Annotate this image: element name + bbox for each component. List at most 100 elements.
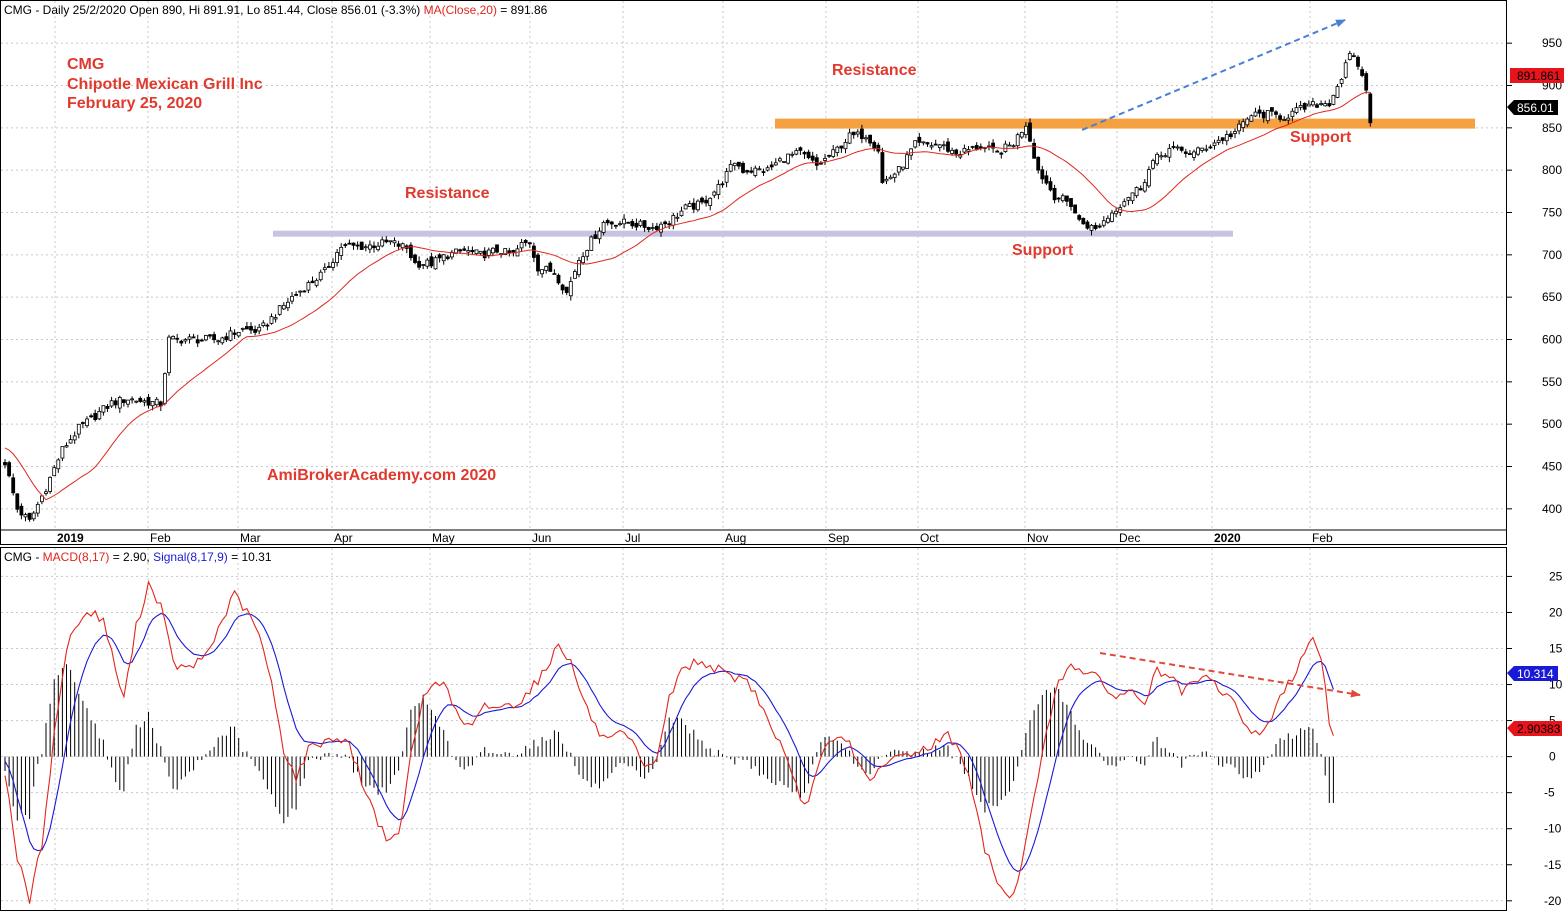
candle [1282, 116, 1287, 121]
candle-body [1073, 204, 1077, 214]
candle [622, 214, 626, 229]
ma-value: = 891.86 [500, 3, 547, 17]
candle-body [335, 252, 340, 263]
candle [1106, 215, 1110, 224]
signal-badge-text: 10.314 [1517, 667, 1554, 681]
candle [827, 154, 831, 158]
candle [44, 488, 48, 496]
candle [31, 511, 36, 522]
candle-body [109, 400, 114, 407]
candle [1101, 216, 1106, 228]
candle [901, 166, 905, 172]
candle [474, 249, 479, 255]
candle-body [482, 250, 487, 259]
candle-body [142, 400, 147, 403]
candle [1126, 196, 1131, 206]
candle [3, 459, 7, 469]
candle [745, 169, 749, 175]
candle-body [1036, 156, 1041, 171]
candle-body [400, 243, 405, 249]
candle [839, 145, 844, 153]
candle-body [778, 158, 782, 162]
candle-body [11, 477, 16, 494]
candle-body [294, 294, 299, 296]
candle [175, 333, 180, 344]
candle-body [23, 514, 28, 518]
watermark: AmiBrokerAcademy.com 2020 [267, 467, 496, 484]
candle [224, 332, 229, 342]
candle-body [48, 476, 52, 492]
candle [1077, 214, 1082, 222]
candle [925, 141, 930, 147]
candle-body [314, 279, 319, 286]
candle-body [1171, 146, 1176, 148]
support-resistance-bands [273, 118, 1475, 237]
candle-body [810, 155, 815, 161]
candle-body [1065, 195, 1069, 202]
candle [593, 230, 598, 239]
candle-body [1097, 225, 1102, 228]
candle [835, 145, 840, 157]
candle-body [962, 147, 967, 153]
candle-body [519, 242, 524, 249]
candle [290, 291, 294, 305]
candle [1003, 140, 1008, 153]
candle-body [1302, 103, 1307, 110]
candle-body [650, 227, 655, 229]
candle [101, 405, 106, 416]
ma20-line [4, 91, 1371, 501]
candle [298, 290, 303, 297]
candle [257, 323, 262, 335]
candle-body [888, 176, 893, 180]
candle [1048, 177, 1053, 192]
candle [425, 257, 430, 269]
candle-body [954, 149, 959, 155]
signal-label: Signal(8,17,9) [153, 550, 228, 564]
candle [1175, 144, 1180, 151]
candle-body [359, 241, 364, 250]
candle-body [277, 305, 282, 315]
candle-body [298, 290, 303, 293]
candle-body [728, 163, 733, 172]
candle [1192, 149, 1196, 161]
candle-body [946, 141, 950, 152]
candle [72, 431, 77, 444]
candle [515, 245, 520, 257]
candle [728, 159, 733, 173]
candle [109, 396, 114, 409]
candle [429, 252, 434, 269]
candle [203, 334, 208, 342]
candle-body [1032, 142, 1036, 159]
candle [212, 331, 217, 344]
candle [642, 220, 647, 232]
candle-body [175, 337, 180, 340]
candle [519, 238, 524, 252]
trend-arrows [1081, 19, 1361, 698]
candle [449, 249, 454, 260]
candle [765, 165, 770, 172]
candle-body [905, 154, 909, 169]
candle-body [306, 282, 311, 291]
candle [1028, 118, 1032, 143]
candle-body [40, 495, 44, 503]
candle-body [573, 271, 577, 279]
candle-body [1220, 137, 1225, 141]
candle [1163, 153, 1168, 158]
candle-body [195, 339, 200, 344]
candle-body [679, 210, 684, 217]
candle [946, 137, 950, 154]
candle-body [1019, 132, 1024, 138]
candle-body [1183, 151, 1188, 154]
candle [113, 398, 118, 409]
candle [704, 195, 708, 207]
candle-body [1249, 115, 1254, 122]
price-panel-frame [0, 0, 1507, 545]
candle-body [700, 197, 704, 203]
candle-body [7, 462, 11, 477]
candle [732, 162, 737, 171]
candle-body [429, 256, 434, 267]
price-y-tick-label: 850 [1542, 121, 1562, 135]
candle-body [1089, 224, 1094, 231]
candle-body [1122, 201, 1127, 207]
